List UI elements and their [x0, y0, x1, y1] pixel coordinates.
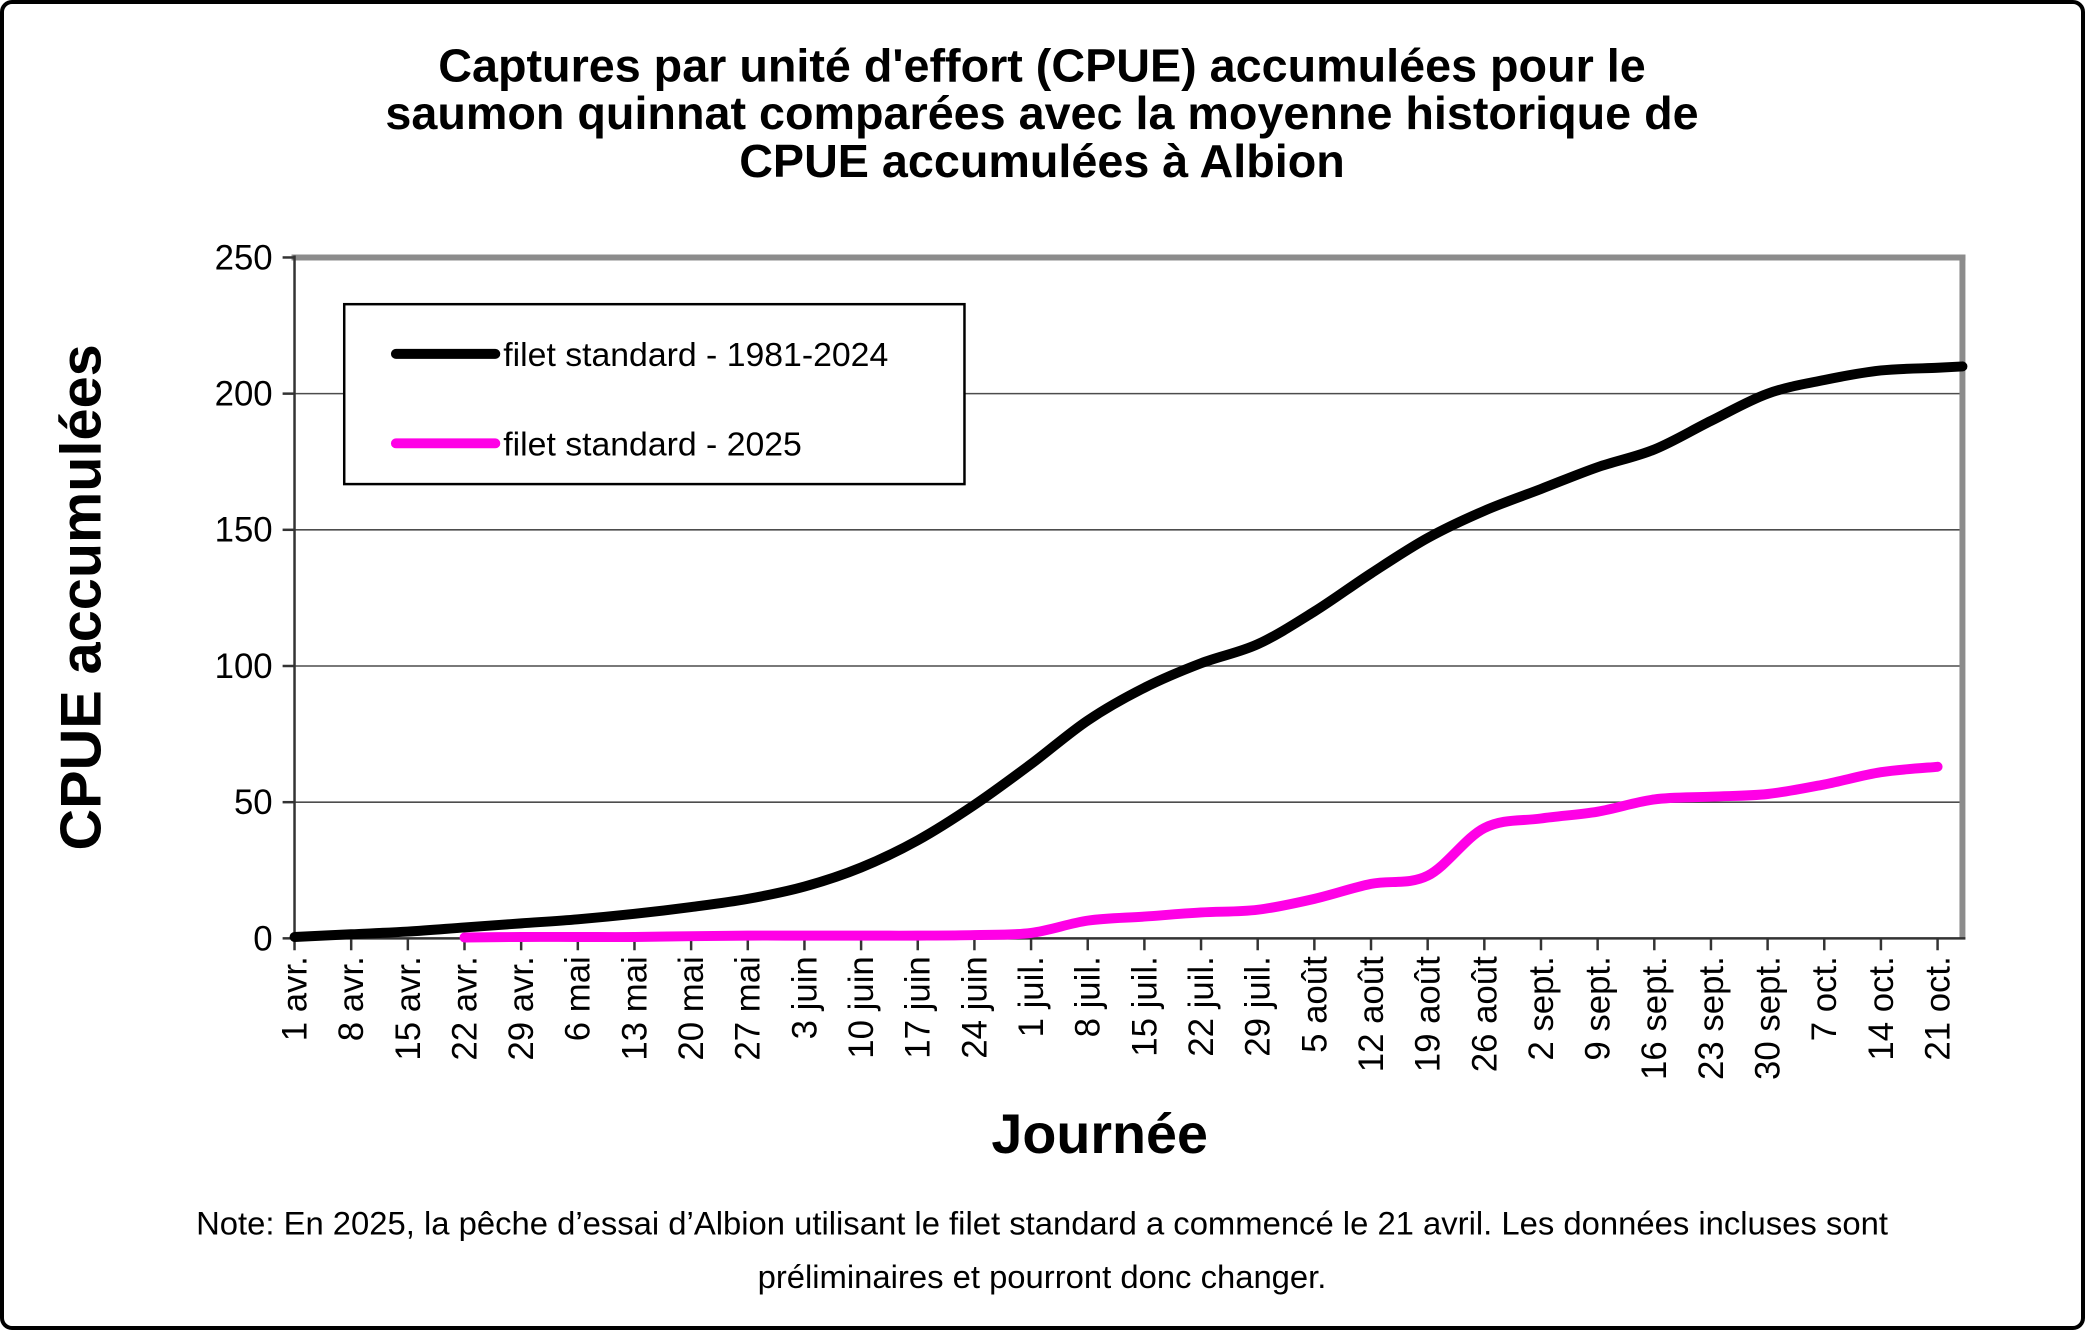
x-tick-label-16 sept.: 16 sept. [1636, 956, 1674, 1080]
x-tick-label-24 juin: 24 juin [956, 956, 994, 1058]
y-axis-tick-labels: 0 50 100 150 200 250 [215, 239, 273, 958]
x-axis-title: Journée [991, 1103, 1208, 1165]
x-tick-label-29 avr.: 29 avr. [503, 956, 541, 1060]
x-tick-label-10 juin: 10 juin [843, 956, 881, 1058]
x-tick-label-8 juil.: 8 juil. [1070, 956, 1108, 1037]
x-tick-label-8 avr.: 8 avr. [333, 956, 371, 1041]
x-tick-label-6 mai: 6 mai [560, 956, 598, 1041]
x-tick-label-30 sept.: 30 sept. [1750, 956, 1788, 1080]
x-tick-label-7 oct.: 7 oct. [1806, 956, 1844, 1041]
chart-title-line-1: Captures par unité d'effort (CPUE) accum… [438, 40, 1645, 92]
x-tick-label-1 juil.: 1 juil. [1013, 956, 1051, 1037]
chart-title-line-2: saumon quinnat comparées avec la moyenne… [385, 87, 1698, 139]
x-tick-label-5 août: 5 août [1296, 956, 1334, 1053]
y-tick-label-150: 150 [215, 512, 273, 550]
x-tick-label-22 juil.: 22 juil. [1183, 956, 1221, 1056]
x-tick-label-2 sept.: 2 sept. [1523, 956, 1561, 1060]
series-line-filet standard - 2025 [459, 761, 1943, 943]
note-line-2: préliminaires et pourront donc changer. [758, 1258, 1327, 1295]
y-axis-title: CPUE accumulées [50, 344, 114, 850]
x-tick-label-21 oct.: 21 oct. [1920, 956, 1958, 1060]
x-tick-label-15 avr.: 15 avr. [390, 956, 428, 1060]
x-tick-label-1 avr.: 1 avr. [276, 956, 314, 1041]
chart-title-line-3: CPUE accumulées à Albion [739, 135, 1345, 187]
legend: filet standard - 1981-2024 filet standar… [342, 302, 966, 486]
x-axis-tick-labels: 1 avr. 8 avr. 15 avr. 22 avr. 29 avr. 6 mai 13… [276, 956, 1957, 1080]
legend-box [342, 302, 966, 486]
y-tick-label-100: 100 [215, 648, 273, 686]
y-tick-label-200: 200 [215, 376, 273, 414]
y-tick-label-50: 50 [234, 784, 273, 822]
x-tick-label-12 août: 12 août [1353, 956, 1391, 1072]
x-tick-label-13 mai: 13 mai [616, 956, 654, 1060]
x-tick-label-26 août: 26 août [1466, 956, 1504, 1072]
x-tick-label-20 mai: 20 mai [673, 956, 711, 1060]
x-tick-label-23 sept.: 23 sept. [1693, 956, 1731, 1080]
x-tick-label-27 mai: 27 mai [730, 956, 768, 1060]
cpue-chart: 0 50 100 150 200 250 1 avr. 8 avr. 15 avr. 22 av… [50, 40, 1968, 1295]
note-line-1: Note: En 2025, la pêche d’essai d’Albion… [196, 1205, 1888, 1242]
x-tick-label-9 sept.: 9 sept. [1580, 956, 1618, 1060]
x-tick-label-14 oct.: 14 oct. [1863, 956, 1901, 1060]
legend-label-historical: filet standard - 1981-2024 [503, 336, 888, 374]
x-tick-label-29 juil.: 29 juil. [1240, 956, 1278, 1056]
series-line-filet standard - 1981-2024 [289, 361, 1968, 942]
legend-label-2025: filet standard - 2025 [503, 425, 802, 463]
x-tick-label-17 juin: 17 juin [900, 956, 938, 1058]
data-series [289, 361, 1968, 943]
x-tick-label-15 juil.: 15 juil. [1126, 956, 1164, 1056]
x-tick-label-19 août: 19 août [1410, 956, 1448, 1072]
y-tick-label-0: 0 [253, 920, 272, 958]
x-tick-label-22 avr.: 22 avr. [446, 956, 484, 1060]
x-tick-label-3 juin: 3 juin [786, 956, 824, 1039]
y-tick-label-250: 250 [215, 239, 273, 277]
